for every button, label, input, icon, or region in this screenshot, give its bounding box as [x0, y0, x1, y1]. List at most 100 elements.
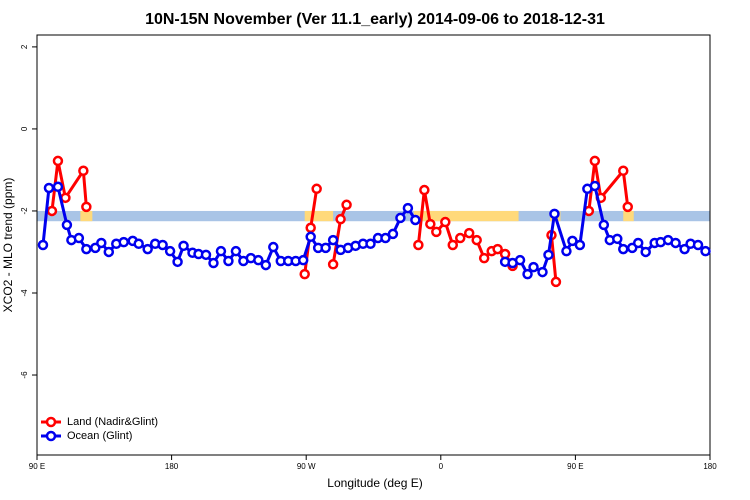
data-point	[52, 155, 64, 167]
band-highlight	[413, 210, 519, 222]
data-point	[387, 228, 399, 240]
data-point	[200, 249, 212, 261]
data-point	[43, 182, 55, 194]
data-point	[46, 205, 58, 217]
data-point	[223, 255, 234, 267]
data-point	[327, 234, 339, 246]
y-tick-label: -4	[20, 289, 29, 297]
data-point	[618, 165, 629, 177]
legend-label: Land (Nadir&Glint)	[67, 416, 158, 428]
data-point	[365, 238, 376, 250]
data-point	[37, 239, 49, 251]
data-point	[632, 237, 644, 249]
y-tick-label: 0	[20, 126, 29, 131]
data-point	[395, 212, 406, 224]
x-tick-label: 90 E	[29, 462, 45, 471]
data-point	[311, 183, 322, 195]
data-point	[118, 236, 129, 248]
data-point	[164, 245, 176, 257]
data-point	[305, 231, 316, 243]
data-point	[215, 245, 227, 257]
data-point	[327, 259, 339, 270]
x-tick-label: 180	[703, 462, 717, 471]
data-point	[52, 181, 64, 193]
data-point	[78, 165, 89, 177]
data-point	[700, 245, 711, 257]
data-point	[268, 241, 279, 253]
data-point	[157, 239, 168, 251]
y-tick-label: 2	[20, 44, 29, 49]
data-point	[230, 245, 242, 257]
data-point	[172, 256, 183, 268]
data-point	[454, 232, 466, 244]
data-point	[478, 252, 490, 264]
data-point	[528, 261, 539, 273]
data-point	[440, 216, 451, 228]
data-point	[103, 246, 115, 258]
data-point	[413, 239, 424, 251]
data-point	[410, 214, 421, 226]
x-tick-label: 90 E	[567, 462, 583, 471]
data-point	[549, 208, 560, 220]
data-point	[537, 266, 548, 278]
data-point	[297, 254, 309, 266]
legend-marker	[45, 416, 57, 428]
band-highlight	[623, 210, 634, 222]
data-point	[670, 237, 681, 249]
y-tick-label: -6	[20, 371, 29, 379]
band-highlight	[304, 210, 334, 222]
series-line	[41, 183, 707, 277]
data-point	[463, 227, 475, 239]
data-point	[253, 254, 264, 266]
y-tick-label: -2	[20, 207, 29, 215]
plot-frame	[36, 34, 711, 456]
data-point	[567, 235, 578, 247]
x-axis-label: Longitude (deg E)	[327, 476, 422, 490]
data-point	[598, 219, 610, 231]
x-tick-label: 180	[165, 462, 179, 471]
data-point	[543, 249, 554, 261]
data-point	[320, 242, 331, 254]
data-point	[425, 218, 436, 230]
data-point	[431, 226, 442, 238]
data-point	[208, 257, 219, 269]
legend-label: Ocean (Glint)	[67, 430, 132, 442]
data-point	[574, 239, 586, 251]
data-point	[305, 222, 316, 234]
data-point	[419, 184, 430, 196]
data-point	[81, 201, 92, 213]
data-point	[492, 243, 503, 255]
data-point	[612, 233, 623, 245]
data-point	[471, 234, 482, 246]
band-highlight	[80, 210, 93, 222]
y-axis-label: XCO2 - MLO trend (ppm)	[1, 178, 15, 313]
data-point	[589, 180, 601, 192]
data-point	[335, 213, 346, 225]
legend-marker	[45, 430, 57, 442]
data-point	[589, 155, 601, 167]
data-point	[61, 219, 73, 231]
data-point	[81, 243, 92, 255]
data-point	[178, 240, 189, 252]
data-point	[618, 243, 629, 255]
x-tick-label: 0	[439, 462, 444, 471]
data-point	[550, 276, 562, 288]
data-point	[341, 199, 352, 211]
data-point	[522, 268, 533, 280]
chart-title: 10N-15N November (Ver 11.1_early) 2014-0…	[145, 11, 605, 28]
data-point	[640, 246, 651, 258]
data-point	[514, 254, 526, 266]
data-point	[260, 259, 272, 271]
data-point	[380, 232, 391, 244]
x-tick-label: 90 W	[297, 462, 316, 471]
data-point	[73, 232, 85, 244]
data-point	[447, 239, 459, 251]
data-point	[133, 238, 144, 250]
data-point	[561, 245, 572, 257]
reference-band	[37, 210, 710, 222]
data-point	[622, 201, 633, 213]
data-point	[142, 243, 153, 255]
data-point	[402, 202, 414, 214]
data-point	[299, 268, 310, 280]
